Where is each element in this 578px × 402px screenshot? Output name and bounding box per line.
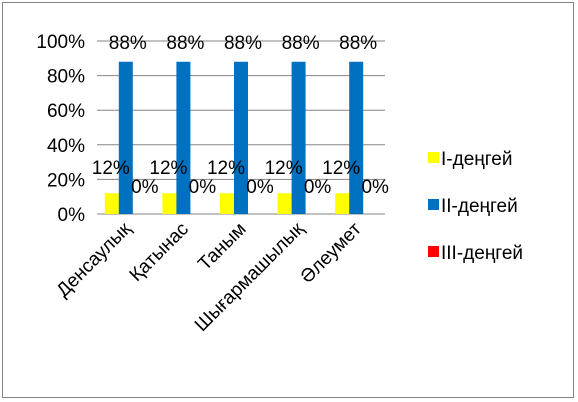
data-label: 88%	[224, 33, 262, 54]
data-label: 12%	[149, 158, 187, 179]
data-label: 88%	[339, 33, 377, 54]
legend-swatch	[428, 199, 439, 210]
data-label: 0%	[189, 177, 217, 198]
y-tick-label: 20%	[47, 170, 85, 191]
legend-label: III-деңгей	[441, 243, 523, 264]
legend-label: I-деңгей	[441, 149, 512, 170]
category-label: Шығармашылық	[191, 218, 309, 336]
bar	[335, 193, 350, 214]
bar	[162, 193, 177, 214]
bar	[291, 61, 306, 215]
legend-swatch	[428, 246, 439, 257]
y-tick-label: 80%	[47, 67, 85, 88]
y-tick-label: 0%	[58, 205, 86, 226]
bar	[349, 61, 364, 215]
bar	[234, 61, 248, 215]
data-label: 12%	[92, 158, 130, 179]
data-label: 0%	[361, 177, 389, 198]
data-label: 88%	[109, 33, 147, 54]
data-label: 12%	[265, 158, 303, 179]
bars	[104, 61, 364, 215]
data-label: 88%	[166, 33, 204, 54]
legend: I-деңгей II-деңгей III-деңгей	[428, 149, 523, 264]
category-label: Таным	[194, 219, 250, 275]
category-label: Қатынас	[126, 219, 193, 286]
bar	[118, 61, 133, 215]
category-label: Әлеумет	[297, 218, 366, 287]
data-label: 12%	[207, 158, 245, 179]
legend-swatch	[428, 152, 439, 163]
bar	[277, 193, 292, 214]
y-tick-label: 60%	[47, 101, 85, 122]
data-label: 12%	[322, 158, 360, 179]
category-label: Денсаулық	[53, 218, 136, 301]
data-label: 0%	[304, 177, 332, 198]
bar	[220, 193, 234, 214]
data-labels: 12%88%0%12%88%0%12%88%0%12%88%0%12%88%0%	[92, 33, 389, 198]
y-tick-label: 40%	[47, 136, 85, 157]
bar	[104, 193, 119, 214]
bar	[176, 61, 191, 215]
data-label: 0%	[246, 177, 274, 198]
data-label: 88%	[282, 33, 320, 54]
y-tick-label: 100%	[36, 32, 85, 53]
legend-label: II-деңгей	[441, 196, 518, 217]
data-label: 0%	[131, 177, 159, 198]
y-axis-ticks: 0% 20% 40% 60% 80% 100%	[36, 32, 85, 226]
